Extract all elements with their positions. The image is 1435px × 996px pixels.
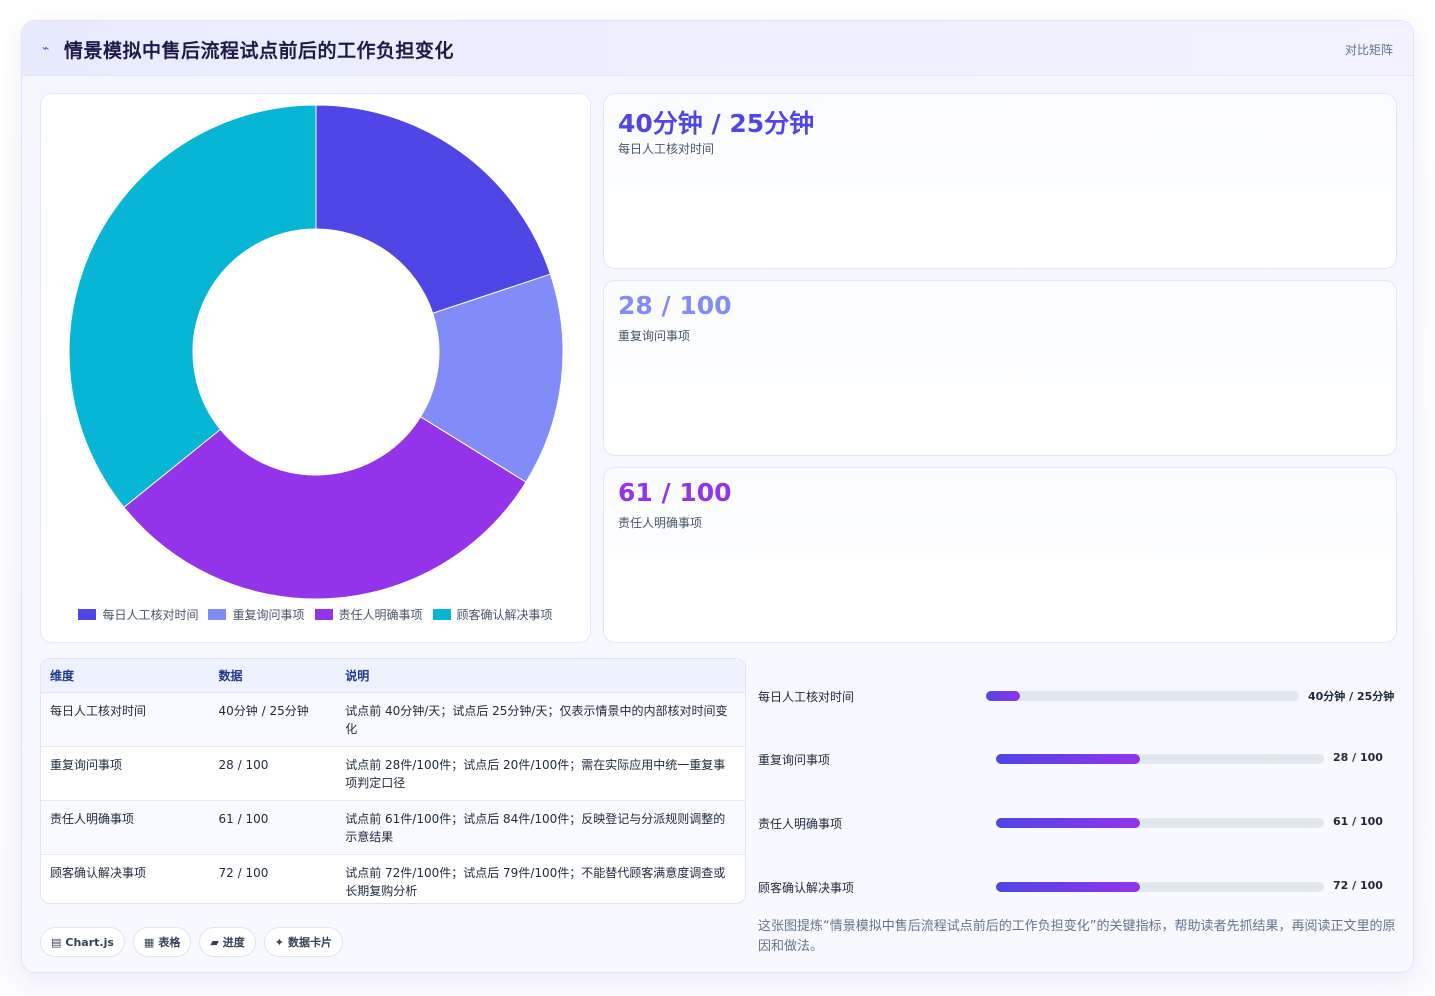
kpi-label: 每日人工核对时间: [618, 142, 715, 156]
chip-table[interactable]: ▦ 表格: [132, 927, 192, 957]
kpi-value: 61 / 100: [618, 478, 732, 507]
table-cell: 责任人明确事项: [41, 800, 210, 855]
progress-row: 顾客确认解决事项 72 / 100: [758, 877, 1398, 897]
progress-track: [996, 818, 1324, 828]
legend-swatch: [78, 609, 97, 620]
progress-track: [996, 882, 1324, 892]
chart-icon: ▤: [51, 935, 62, 949]
table-cell: 试点前 61件/100件；试点后 84件/100件；反映登记与分派规则调整的示意…: [336, 800, 745, 855]
chip-label: 表格: [158, 936, 181, 949]
summary-text: 这张图提炼“情景模拟中售后流程试点前后的工作负担变化”的关键指标，帮助读者先抓结…: [758, 919, 1396, 954]
table-row: 每日人工核对时间 40分钟 / 25分钟 试点前 40分钟/天；试点后 25分钟…: [41, 692, 745, 747]
progress-value: 28 / 100: [1333, 751, 1383, 764]
legend-label: 每日人工核对时间: [102, 608, 199, 622]
chip-chartjs[interactable]: ▤ Chart.js: [40, 927, 125, 957]
progress-value: 61 / 100: [1333, 815, 1383, 828]
chip-data-card[interactable]: ✦ 数据卡片: [263, 927, 344, 957]
donut-slice[interactable]: [419, 273, 564, 483]
table-cell: 40分钟 / 25分钟: [209, 692, 337, 747]
chip-label: Chart.js: [65, 935, 114, 949]
legend-swatch: [314, 609, 333, 620]
kpi-label: 责任人明确事项: [618, 516, 703, 530]
column-header: 说明: [336, 659, 745, 693]
feature-chips: ▤ Chart.js ▦ 表格 ▰ 进度 ✦ 数据卡片: [40, 927, 344, 957]
table-icon: ▦: [143, 935, 155, 949]
view-mode-label[interactable]: 对比矩阵: [1344, 43, 1393, 57]
kpi-card: 61 / 100 责任人明确事项: [603, 467, 1397, 643]
legend-label: 顾客确认解决事项: [456, 608, 553, 622]
kpi-value: 40分钟 / 25分钟: [618, 109, 815, 138]
donut-slice[interactable]: [123, 416, 527, 600]
progress-track: [986, 691, 1299, 701]
table-cell: 重复询问事项: [41, 746, 210, 801]
donut-chart: [68, 104, 564, 600]
progress-row: 责任人明确事项 61 / 100: [758, 813, 1398, 833]
data-table-panel: 维度 数据 说明 每日人工核对时间 40分钟 / 25分钟 试点前 40分钟/天…: [40, 658, 746, 904]
kpi-card: 40分钟 / 25分钟 每日人工核对时间: [603, 93, 1397, 269]
progress-fill: [986, 691, 1021, 701]
legend-item[interactable]: 重复询问事项: [208, 606, 305, 623]
donut-slice[interactable]: [315, 104, 552, 314]
column-header: 维度: [41, 659, 210, 693]
table-cell: 试点前 28件/100件；试点后 20件/100件；需在实际应用中统一重复事项判…: [336, 746, 745, 801]
progress-list: 每日人工核对时间 40分钟 / 25分钟 重复询问事项 28 / 100 责任人…: [758, 661, 1398, 921]
legend-label: 重复询问事项: [232, 608, 305, 622]
kpi-card: 28 / 100 重复询问事项: [603, 280, 1397, 456]
legend-swatch: [208, 609, 227, 620]
chip-label: 进度: [222, 936, 245, 949]
table-cell: 61 / 100: [209, 800, 337, 855]
table-row: 顾客确认解决事项 72 / 100 试点前 72件/100件；试点后 79件/1…: [41, 854, 745, 903]
legend-item[interactable]: 责任人明确事项: [314, 606, 423, 623]
progress-label: 责任人明确事项: [758, 817, 843, 831]
table-cell: 顾客确认解决事项: [41, 854, 210, 903]
legend-label: 责任人明确事项: [338, 608, 423, 622]
progress-fill: [996, 882, 1141, 892]
progress-value: 40分钟 / 25分钟: [1308, 690, 1395, 703]
table-row: 责任人明确事项 61 / 100 试点前 61件/100件；试点后 84件/10…: [41, 800, 745, 855]
progress-fill: [996, 754, 1141, 764]
donut-slice[interactable]: [68, 104, 317, 508]
legend-item[interactable]: 顾客确认解决事项: [432, 606, 553, 623]
progress-label: 重复询问事项: [758, 753, 831, 767]
progress-track: [996, 754, 1324, 764]
report-card: ⌁ 情景模拟中售后流程试点前后的工作负担变化 对比矩阵 每日人工核对时间 重复询问…: [21, 20, 1414, 973]
kpi-label: 重复询问事项: [618, 329, 691, 343]
table-cell: 28 / 100: [209, 746, 337, 801]
chart-legend: 每日人工核对时间 重复询问事项 责任人明确事项 顾客确认解决事项: [41, 606, 590, 623]
donut-chart-panel: 每日人工核对时间 重复询问事项 责任人明确事项 顾客确认解决事项: [40, 93, 591, 643]
progress-label: 顾客确认解决事项: [758, 881, 855, 895]
table-cell: 试点前 72件/100件；试点后 79件/100件；不能替代顾客满意度调查或长期…: [336, 854, 745, 903]
table-cell: 72 / 100: [209, 854, 337, 903]
progress-value: 72 / 100: [1333, 879, 1383, 892]
table-cell: 每日人工核对时间: [41, 692, 210, 747]
legend-item[interactable]: 每日人工核对时间: [78, 606, 198, 623]
progress-icon: ▰: [210, 935, 219, 949]
legend-swatch: [432, 609, 451, 620]
table-cell: 试点前 40分钟/天；试点后 25分钟/天；仅表示情景中的内部核对时间变化: [336, 692, 745, 747]
progress-row: 每日人工核对时间 40分钟 / 25分钟: [758, 686, 1398, 706]
data-table: 维度 数据 说明 每日人工核对时间 40分钟 / 25分钟 试点前 40分钟/天…: [41, 659, 745, 903]
page-title: 情景模拟中售后流程试点前后的工作负担变化: [64, 40, 455, 62]
kpi-value: 28 / 100: [618, 291, 732, 320]
chip-progress[interactable]: ▰ 进度: [199, 927, 256, 957]
chip-label: 数据卡片: [288, 936, 333, 949]
sparkle-icon: ⌁: [42, 41, 50, 55]
table-row: 重复询问事项 28 / 100 试点前 28件/100件；试点后 20件/100…: [41, 746, 745, 801]
card-header: ⌁ 情景模拟中售后流程试点前后的工作负担变化 对比矩阵: [22, 21, 1413, 76]
table-header-row: 维度 数据 说明: [41, 659, 745, 693]
progress-row: 重复询问事项 28 / 100: [758, 749, 1398, 769]
column-header: 数据: [209, 659, 337, 693]
card-icon: ✦: [274, 935, 285, 949]
progress-fill: [996, 818, 1141, 828]
progress-label: 每日人工核对时间: [758, 690, 855, 704]
